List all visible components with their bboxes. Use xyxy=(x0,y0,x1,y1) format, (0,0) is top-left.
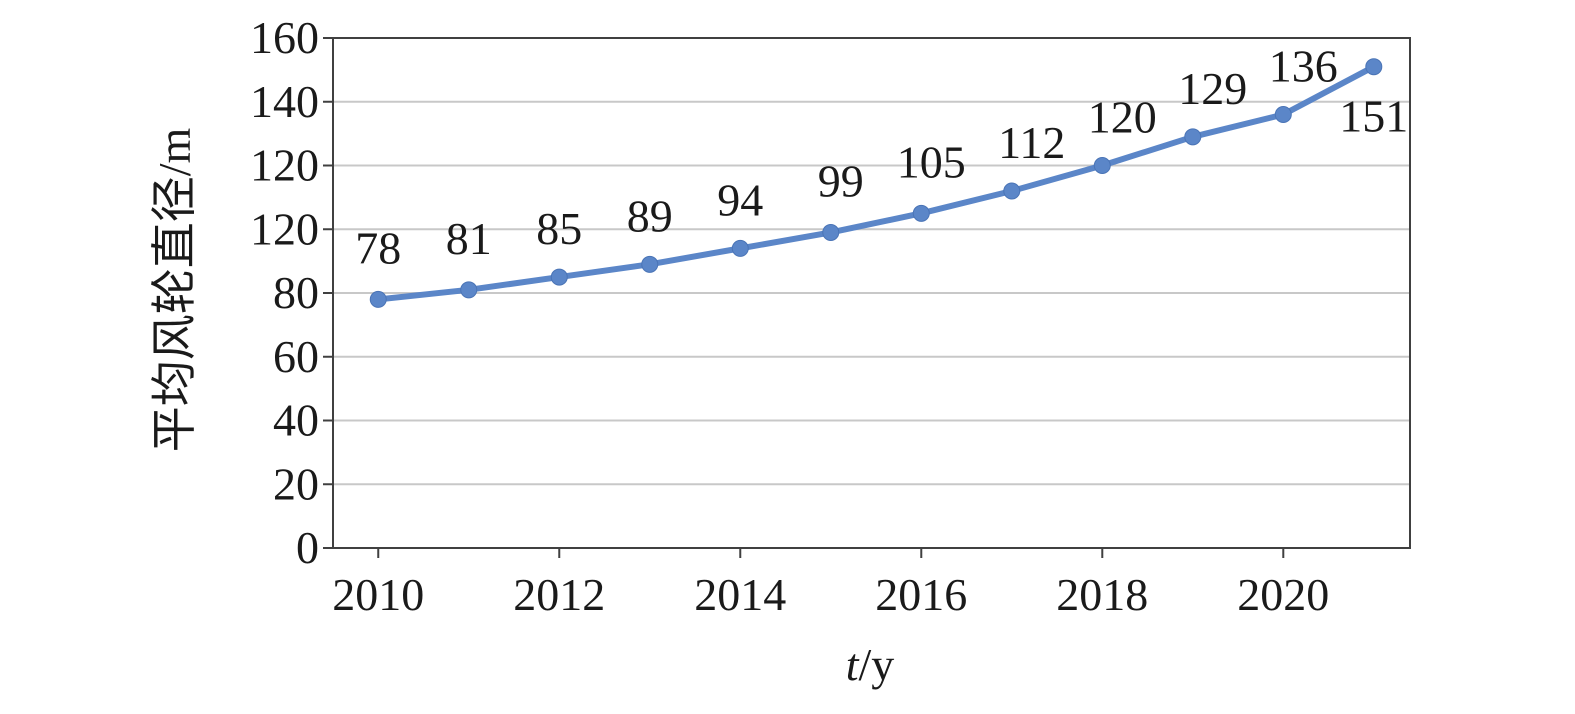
data-label-2016: 105 xyxy=(897,136,966,187)
x-axis-title: t/y xyxy=(846,639,895,690)
data-point-2016 xyxy=(912,204,930,222)
y-axis-title: 平均风轮直径/m xyxy=(149,128,200,453)
data-point-2010 xyxy=(369,290,387,308)
x-tick-label: 2014 xyxy=(694,569,786,620)
data-point-2018 xyxy=(1093,157,1111,174)
x-tick-label: 2020 xyxy=(1237,569,1329,620)
x-tick-label: 2010 xyxy=(332,569,424,620)
data-label-2011: 81 xyxy=(446,213,492,264)
data-points xyxy=(369,58,1383,308)
data-point-2012 xyxy=(550,268,568,286)
x-axis-title-variable: t xyxy=(846,639,860,690)
series-layer xyxy=(375,63,1377,303)
data-point-2011 xyxy=(460,281,478,299)
x-axis-title-unit: /y xyxy=(859,639,895,690)
y-tick-label: 0 xyxy=(296,522,319,573)
y-tick-label: 120 xyxy=(250,140,319,191)
data-point-2014 xyxy=(731,239,749,257)
data-label-2014: 94 xyxy=(717,174,763,225)
y-axis: 0 20 40 60 80 120 120 140 160 xyxy=(250,12,333,573)
grid-lines xyxy=(333,100,1410,486)
data-point-2017 xyxy=(1003,182,1021,200)
x-tick-label: 2018 xyxy=(1056,569,1148,620)
data-label-2017: 112 xyxy=(998,117,1065,168)
data-label-2013: 89 xyxy=(627,190,673,241)
data-label-2012: 85 xyxy=(536,203,582,254)
y-tick-label: 80 xyxy=(273,267,319,318)
data-label-2019: 129 xyxy=(1178,63,1247,114)
y-tick-label: 160 xyxy=(250,12,319,63)
y-tick-label: 40 xyxy=(273,395,319,446)
data-label-2020: 136 xyxy=(1269,41,1338,92)
data-point-2021 xyxy=(1365,58,1383,76)
data-point-2019 xyxy=(1184,128,1202,146)
y-tick-label: 60 xyxy=(273,331,319,382)
y-tick-label: 140 xyxy=(250,76,319,127)
y-tick-label: 120 xyxy=(250,203,319,254)
data-label-2010: 78 xyxy=(355,222,401,273)
data-label-2021: 151 xyxy=(1339,91,1408,142)
data-point-2013 xyxy=(641,255,659,273)
data-point-2020 xyxy=(1274,106,1292,123)
y-tick-label: 20 xyxy=(273,458,319,509)
x-tick-label: 2012 xyxy=(513,569,605,620)
data-label-2015: 99 xyxy=(818,155,864,206)
x-axis: 2010 2012 2014 2016 2018 2020 xyxy=(332,548,1329,620)
x-tick-label: 2016 xyxy=(875,569,967,620)
data-label-2018: 120 xyxy=(1088,92,1157,143)
series-line xyxy=(375,63,1377,303)
data-point-2015 xyxy=(822,223,840,241)
